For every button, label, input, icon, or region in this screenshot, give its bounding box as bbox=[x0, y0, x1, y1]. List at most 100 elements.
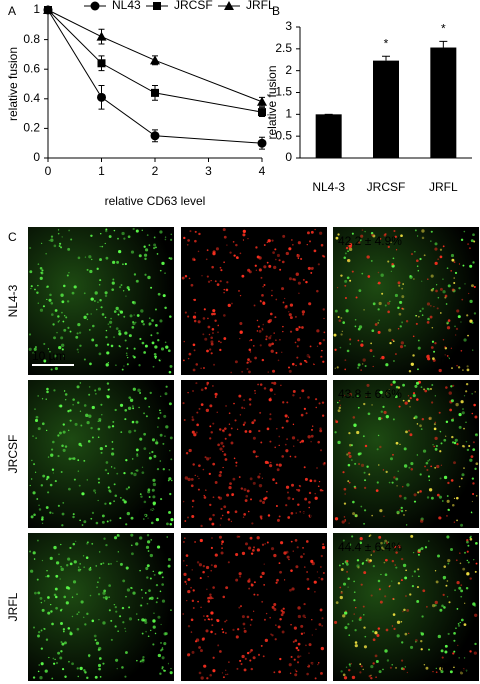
dot bbox=[262, 655, 265, 658]
dot bbox=[143, 412, 145, 415]
dot bbox=[133, 472, 137, 477]
dot bbox=[401, 641, 404, 644]
dot bbox=[278, 670, 282, 674]
dot bbox=[390, 270, 392, 272]
dot bbox=[184, 476, 189, 480]
dot bbox=[354, 486, 357, 490]
dot bbox=[405, 510, 407, 512]
dot bbox=[36, 539, 39, 542]
dot bbox=[92, 324, 95, 328]
dot bbox=[303, 359, 307, 362]
dot bbox=[152, 643, 155, 646]
dot bbox=[100, 403, 103, 406]
dot bbox=[472, 448, 476, 452]
dot bbox=[293, 626, 297, 630]
dot bbox=[124, 408, 128, 412]
dot bbox=[209, 404, 213, 408]
y-tick-label: 3 bbox=[285, 19, 292, 33]
dot bbox=[112, 278, 115, 281]
dot bbox=[244, 542, 248, 546]
dot bbox=[426, 468, 429, 472]
dot bbox=[125, 459, 128, 462]
dot bbox=[288, 366, 291, 369]
dot bbox=[430, 346, 434, 349]
series-line bbox=[47, 9, 263, 144]
dot bbox=[34, 591, 37, 595]
dot bbox=[393, 476, 396, 479]
dot bbox=[28, 347, 32, 351]
dot bbox=[342, 562, 344, 565]
dot bbox=[149, 452, 151, 454]
dot bbox=[34, 346, 37, 349]
dot bbox=[115, 658, 119, 662]
micrograph bbox=[333, 533, 479, 681]
dot bbox=[97, 420, 99, 423]
dot bbox=[42, 474, 46, 478]
dot bbox=[235, 461, 238, 464]
dot bbox=[442, 593, 445, 597]
dot bbox=[404, 401, 408, 405]
dot bbox=[196, 561, 200, 564]
dot bbox=[447, 284, 451, 288]
dot bbox=[119, 404, 122, 406]
dot bbox=[146, 564, 150, 568]
dot bbox=[363, 486, 367, 490]
dot bbox=[433, 423, 436, 426]
dot bbox=[209, 503, 212, 507]
dot bbox=[470, 455, 474, 458]
dot bbox=[257, 475, 261, 479]
dot bbox=[356, 559, 360, 562]
dot bbox=[252, 450, 256, 454]
dot bbox=[444, 354, 446, 356]
dot bbox=[334, 309, 338, 313]
dot bbox=[190, 477, 194, 481]
dot bbox=[257, 325, 260, 328]
dot bbox=[398, 405, 401, 408]
dot bbox=[321, 617, 324, 620]
dot bbox=[58, 345, 62, 350]
dot bbox=[129, 398, 134, 403]
dot bbox=[217, 619, 220, 621]
channel-label: merge bbox=[440, 506, 474, 520]
dot bbox=[378, 301, 382, 306]
dot bbox=[146, 533, 150, 537]
dot bbox=[167, 557, 171, 561]
dot bbox=[99, 245, 101, 248]
dot bbox=[308, 491, 312, 495]
dot bbox=[416, 265, 419, 267]
dot bbox=[311, 634, 313, 636]
dot bbox=[382, 469, 385, 471]
dot bbox=[451, 288, 455, 292]
dot bbox=[279, 618, 282, 621]
dot bbox=[408, 370, 412, 373]
dot bbox=[335, 420, 339, 424]
dot bbox=[32, 551, 36, 555]
marker bbox=[97, 59, 106, 68]
dot bbox=[76, 667, 79, 670]
dot bbox=[33, 626, 36, 629]
y-tick-label: 0 bbox=[285, 150, 292, 164]
dot bbox=[379, 509, 383, 513]
dot bbox=[275, 624, 277, 626]
dot bbox=[50, 235, 54, 238]
dot bbox=[196, 411, 199, 414]
dot bbox=[192, 315, 197, 319]
dot bbox=[153, 243, 157, 247]
dot bbox=[242, 239, 245, 241]
dot bbox=[271, 634, 274, 637]
dot bbox=[414, 384, 418, 388]
dot bbox=[273, 607, 277, 611]
dot bbox=[147, 635, 150, 638]
dot bbox=[347, 258, 351, 263]
dot bbox=[198, 232, 201, 236]
dot bbox=[127, 406, 132, 410]
dot bbox=[280, 609, 283, 612]
dot bbox=[370, 554, 373, 556]
dot bbox=[347, 463, 351, 467]
dot bbox=[262, 301, 265, 304]
dot bbox=[219, 341, 222, 344]
dot bbox=[226, 510, 230, 514]
dot bbox=[442, 245, 445, 248]
dot bbox=[273, 553, 277, 558]
dot bbox=[209, 596, 213, 600]
